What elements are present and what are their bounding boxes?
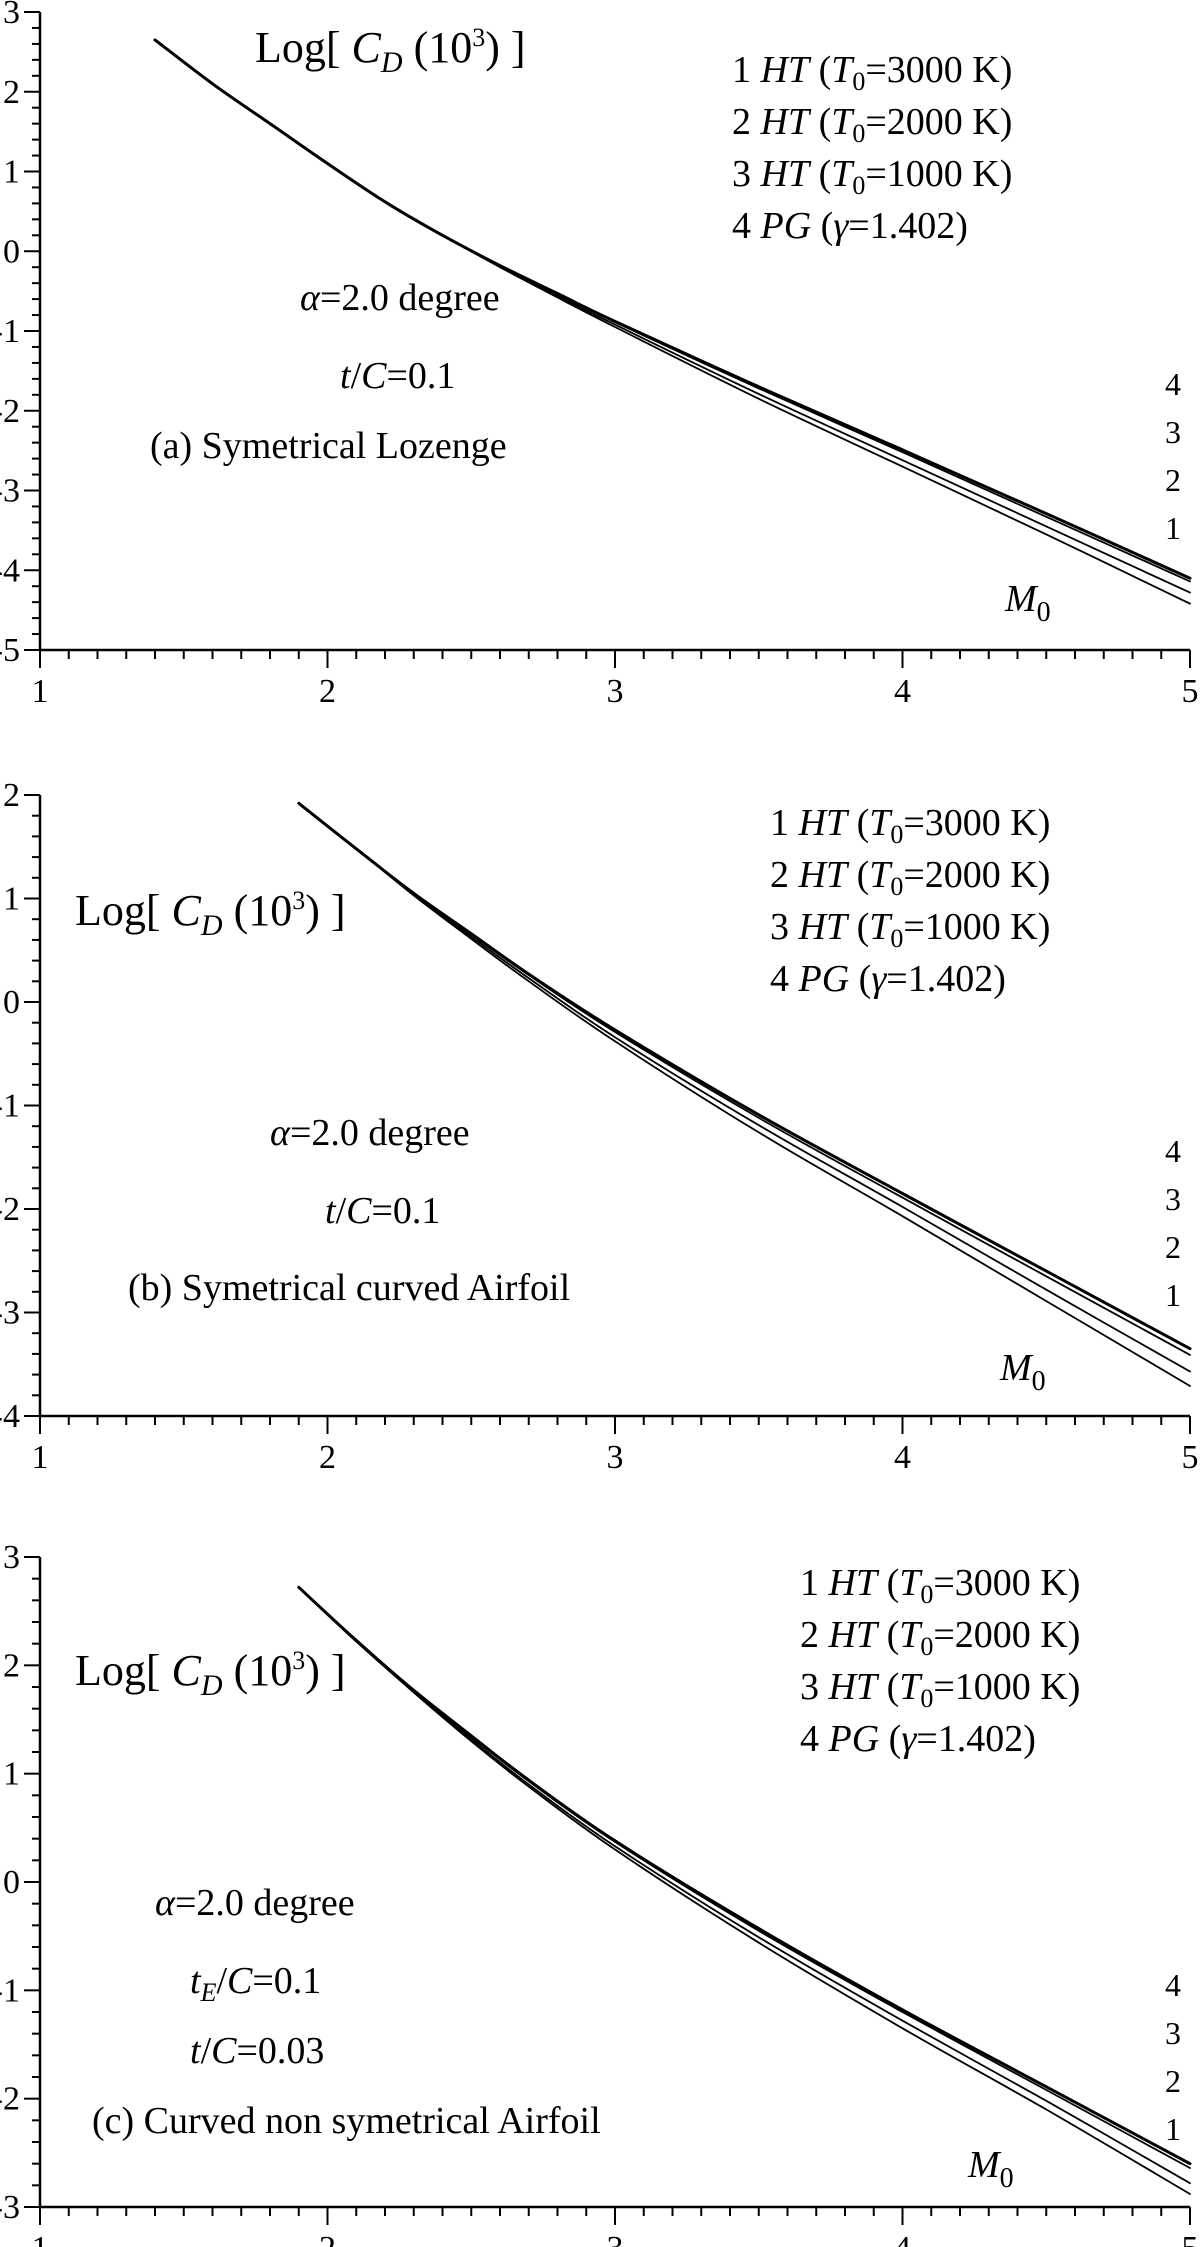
annotation-thickness-b: t/C=0.1 xyxy=(325,1190,440,1232)
x-tick-label: 2 xyxy=(319,1439,336,1476)
axes-b: 1 2 3 4 5 -4 -3 -2 -1 0 1 2 xyxy=(0,777,1199,1476)
x-tick-label: 4 xyxy=(894,673,911,710)
curve-label-1-a: 1 xyxy=(1165,510,1181,546)
legend-item-4-a: 4 PG (γ=1.402) xyxy=(732,205,968,247)
y-tick-label: -2 xyxy=(0,1191,20,1228)
curve-label-3-b: 3 xyxy=(1165,1181,1181,1217)
y-tick-label: 3 xyxy=(3,0,20,31)
annotation-te-c: tE/C=0.1 xyxy=(190,1960,321,2007)
series-line-4 xyxy=(297,801,1192,1351)
series-line-1 xyxy=(154,39,1191,605)
annotation-title-a: (a) Symetrical Lozenge xyxy=(150,425,507,467)
curve-label-2-b: 2 xyxy=(1165,1229,1181,1265)
y-tick-label: -5 xyxy=(0,632,20,669)
axes-a: 1 2 3 4 5 -5 -4 -3 -2 -1 0 1 2 3 xyxy=(0,0,1199,710)
legend-b: 1 HT (T0=3000 K) 2 HT (T0=2000 K) 3 HT (… xyxy=(770,802,1050,1000)
annotation-alpha-b: α=2.0 degree xyxy=(270,1112,470,1154)
legend-item-2-b: 2 HT (T0=2000 K) xyxy=(770,854,1050,901)
y-tick-label: -3 xyxy=(0,473,20,510)
curve-label-4-b: 4 xyxy=(1165,1133,1181,1169)
x-axis-label-b: M0 xyxy=(999,1347,1046,1397)
curve-label-1-c: 1 xyxy=(1165,2111,1181,2147)
y-tick-label: -1 xyxy=(0,313,20,350)
curves-a xyxy=(153,38,1192,605)
y-tick-label: 0 xyxy=(3,233,20,270)
y-tick-label: 1 xyxy=(3,1756,20,1793)
annotation-title-c: (c) Curved non symetrical Airfoil xyxy=(92,2100,601,2142)
legend-item-1-c: 1 HT (T0=3000 K) xyxy=(800,1562,1080,1609)
legend-a: 1 HT (T0=3000 K) 2 HT (T0=2000 K) 3 HT (… xyxy=(732,49,1012,247)
x-tick-label: 5 xyxy=(1182,673,1199,710)
y-tick-label: -2 xyxy=(0,2081,20,2118)
curve-labels-a: 4 3 2 1 xyxy=(1165,366,1181,546)
x-axis-label-a: M0 xyxy=(1004,578,1051,628)
annotation-thickness-a: t/C=0.1 xyxy=(340,355,455,397)
y-axis-label-b: Log[ CD (103) ] xyxy=(75,886,346,942)
curve-labels-b: 4 3 2 1 xyxy=(1165,1133,1181,1313)
curves-b xyxy=(297,801,1192,1387)
y-tick-label: 2 xyxy=(3,1647,20,1684)
curve-label-4-c: 4 xyxy=(1165,1967,1181,2003)
y-tick-label: 3 xyxy=(3,1539,20,1576)
y-tick-label: -4 xyxy=(0,1398,20,1435)
y-tick-label: 2 xyxy=(3,777,20,814)
y-axis-label-c: Log[ CD (103) ] xyxy=(75,1646,346,1702)
y-tick-label: 1 xyxy=(3,881,20,918)
legend-item-4-c: 4 PG (γ=1.402) xyxy=(800,1718,1036,1760)
y-tick-label: -4 xyxy=(0,552,20,589)
legend-item-3-a: 3 HT (T0=1000 K) xyxy=(732,153,1012,200)
x-tick-label: 2 xyxy=(319,2230,336,2247)
legend-item-1-b: 1 HT (T0=3000 K) xyxy=(770,802,1050,849)
y-tick-label: -3 xyxy=(0,2189,20,2226)
y-tick-label: -1 xyxy=(0,1972,20,2009)
x-tick-label: 3 xyxy=(607,1439,624,1476)
legend-c: 1 HT (T0=3000 K) 2 HT (T0=2000 K) 3 HT (… xyxy=(800,1562,1080,1760)
panel-c: 1 2 3 4 5 -3 -2 -1 0 1 2 3 Log[ CD (103) ] 1 HT (T0… xyxy=(0,1539,1199,2247)
y-tick-label: 2 xyxy=(3,74,20,111)
curve-label-4-a: 4 xyxy=(1165,366,1181,402)
x-tick-label: 2 xyxy=(319,673,336,710)
curve-label-1-b: 1 xyxy=(1165,1277,1181,1313)
y-axis-label-a: Log[ CD (103) ] xyxy=(255,23,526,79)
series-line-4 xyxy=(153,38,1192,580)
annotation-alpha-c: α=2.0 degree xyxy=(155,1882,355,1924)
curve-label-3-a: 3 xyxy=(1165,414,1181,450)
y-tick-label: 1 xyxy=(3,154,20,191)
x-tick-label: 4 xyxy=(894,1439,911,1476)
panel-a: 1 2 3 4 5 -5 -4 -3 -2 -1 0 1 2 3 Log[ CD (103) ] 1 HT… xyxy=(0,0,1199,710)
x-tick-label: 5 xyxy=(1182,2230,1199,2247)
legend-item-3-b: 3 HT (T0=1000 K) xyxy=(770,906,1050,953)
curve-labels-c: 4 3 2 1 xyxy=(1165,1967,1181,2147)
x-tick-label: 1 xyxy=(32,673,49,710)
legend-item-3-c: 3 HT (T0=1000 K) xyxy=(800,1666,1080,1713)
legend-item-1-a: 1 HT (T0=3000 K) xyxy=(732,49,1012,96)
panel-b: 1 2 3 4 5 -4 -3 -2 -1 0 1 2 Log[ CD (103) ] 1 HT (T… xyxy=(0,777,1199,1476)
series-line-4 xyxy=(297,1585,1192,2166)
curve-label-2-a: 2 xyxy=(1165,462,1181,498)
curve-label-3-c: 3 xyxy=(1165,2015,1181,2051)
axes-c: 1 2 3 4 5 -3 -2 -1 0 1 2 3 xyxy=(0,1539,1199,2247)
x-tick-label: 3 xyxy=(607,2230,624,2247)
x-tick-label: 4 xyxy=(894,2230,911,2247)
y-tick-label: -3 xyxy=(0,1295,20,1332)
y-tick-label: -1 xyxy=(0,1088,20,1125)
legend-item-4-b: 4 PG (γ=1.402) xyxy=(770,958,1006,1000)
x-tick-label: 1 xyxy=(32,2230,49,2247)
x-tick-label: 1 xyxy=(32,1439,49,1476)
curves-c xyxy=(297,1585,1192,2195)
annotation-alpha-a: α=2.0 degree xyxy=(300,277,500,319)
annotation-thickness-c: t/C=0.03 xyxy=(190,2030,324,2072)
x-tick-label: 5 xyxy=(1182,1439,1199,1476)
legend-item-2-a: 2 HT (T0=2000 K) xyxy=(732,101,1012,148)
legend-item-2-c: 2 HT (T0=2000 K) xyxy=(800,1614,1080,1661)
annotation-title-b: (b) Symetrical curved Airfoil xyxy=(128,1267,570,1309)
x-tick-label: 3 xyxy=(607,673,624,710)
x-axis-label-c: M0 xyxy=(967,2144,1014,2194)
y-tick-label: 0 xyxy=(3,984,20,1021)
y-tick-label: 0 xyxy=(3,1864,20,1901)
curve-label-2-c: 2 xyxy=(1165,2063,1181,2099)
y-tick-label: -2 xyxy=(0,393,20,430)
